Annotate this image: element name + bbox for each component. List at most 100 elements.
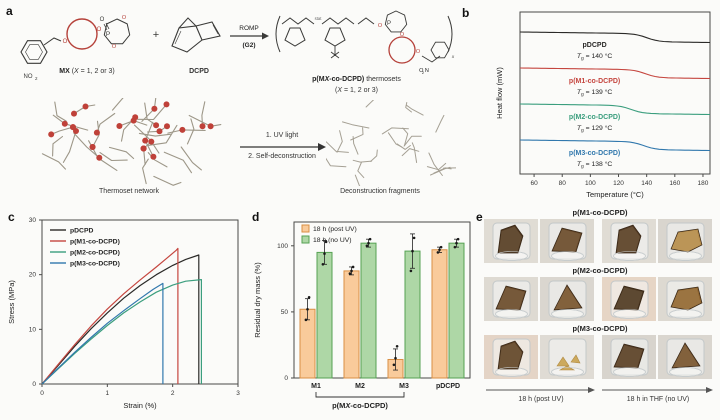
- bar-series-18 h (no UV): [316, 233, 465, 379]
- post-uv-axis-arrow: [486, 387, 595, 393]
- stress-series-p(M2-co-DCPD): [41, 279, 202, 385]
- dsc-plot: 60 80 100 120 140 160 180 Temperature (°C) Heat …: [495, 11, 711, 199]
- x-tick-label: 140: [641, 180, 652, 187]
- svg-text:O: O: [63, 39, 68, 45]
- sample-photo: [540, 277, 594, 321]
- x-tick-label: 100: [585, 180, 596, 187]
- photo-row-label-m2: p(M2-co-DCPD): [572, 266, 628, 275]
- thermoset-network-drawing: [41, 98, 222, 186]
- uv-step2-label: 2. Self-deconstruction: [248, 153, 316, 160]
- stress-series-pDCPD: [41, 254, 200, 385]
- y-axis-label: Stress (MPa): [7, 280, 16, 324]
- sample-photo: [602, 335, 656, 379]
- tg-label: Tg = 129 °C: [577, 124, 613, 134]
- bar: [404, 250, 421, 379]
- x-tick-label: 160: [669, 180, 680, 187]
- sample-photo: [658, 219, 712, 263]
- product-sub-label: (X = 1, 2 or 3): [334, 87, 378, 94]
- x-axis-label: Temperature (°C): [586, 190, 644, 199]
- x-tick-label: 0: [40, 390, 44, 397]
- y-tick-label: 20: [29, 272, 37, 279]
- sample-photo: [658, 277, 712, 321]
- svg-text:O: O: [416, 49, 421, 55]
- sample-photo: [540, 219, 594, 263]
- bar: [343, 270, 360, 379]
- svg-text:O: O: [100, 17, 105, 23]
- svg-text:2: 2: [422, 70, 425, 75]
- plus-sign: +: [153, 29, 159, 41]
- photo-row-label-m1: p(M1-co-DCPD): [572, 208, 628, 217]
- network-caption: Thermoset network: [99, 188, 159, 195]
- panel-e-photos: e p(M1-co-DCPD) p(M2-co-DCPD) p(M3-co-DC…: [476, 206, 720, 418]
- panel-d-label: d: [252, 210, 260, 224]
- bar: [316, 251, 333, 379]
- y-tick-label: 100: [277, 243, 288, 250]
- bar: [448, 242, 465, 379]
- x-tick-label: 120: [613, 180, 624, 187]
- category-label: M3: [399, 383, 409, 390]
- panel-c-stress-chart: c 0 1 2 3 0 10 20 30 Strain (%) Stress (MPa) pDCPD…: [2, 206, 248, 418]
- monomer-label: MX (X = 1, 2 or 3): [59, 68, 115, 75]
- y-axis-label: Residual dry mass (%): [253, 262, 262, 338]
- category-label: M2: [355, 383, 365, 390]
- post-uv-caption: 18 h (post UV): [518, 396, 564, 403]
- sample-photo: [484, 335, 538, 379]
- category-label: pDCPD: [436, 383, 460, 390]
- romp-label: ROMP: [239, 25, 259, 32]
- sample-photo: [602, 219, 656, 263]
- legend-entry: p(M3-co-DCPD): [70, 260, 120, 267]
- panel-b-dsc-chart: b 60 80 100 120 140 160 180 Temperature (°C) Hea…: [456, 2, 718, 204]
- tg-label: Tg = 140 °C: [577, 52, 613, 62]
- fragments-caption: Deconstruction fragments: [340, 188, 420, 195]
- legend-entry: 18 h (post UV): [313, 226, 357, 233]
- x-tick-label: 3: [236, 390, 240, 397]
- svg-text:P: P: [106, 31, 110, 38]
- rich-label: NO: [24, 74, 33, 80]
- category-label: M1: [311, 383, 321, 390]
- x-axis-label: Strain (%): [123, 401, 157, 410]
- svg-text:O: O: [122, 15, 127, 21]
- deconstruction-arrow: [240, 143, 326, 151]
- legend-entry: pDCPD: [70, 227, 94, 234]
- bracket-label: p(MX-co-DCPD): [332, 401, 388, 410]
- sample-photo: [540, 335, 594, 379]
- g2-label: (G2): [243, 42, 256, 49]
- uv-step1-label: 1. UV light: [265, 132, 299, 139]
- o2n-label: O N: [419, 68, 429, 74]
- dcpd-label: DCPD: [189, 68, 209, 75]
- x-tick-label: 1: [106, 390, 110, 397]
- svg-text:stat: stat: [315, 16, 323, 21]
- sample-photo: [484, 219, 538, 263]
- legend-entry: p(M1-co-DCPD): [70, 238, 120, 245]
- svg-text:2: 2: [35, 76, 38, 81]
- y-tick-label: 30: [29, 217, 37, 224]
- svg-text:O: O: [378, 23, 383, 29]
- residual-mass-plot: 0 50 100 Residual dry mass (%) M1 M2 M3 pDCPD p(…: [253, 221, 471, 410]
- panel-d-bar-chart: d 0 50 100 Residual dry mass (%) M1 M2 M3 pDCPD…: [248, 206, 476, 418]
- tg-label: Tg = 138 °C: [577, 160, 613, 170]
- no-uv-caption: 18 h in THF (no UV): [626, 396, 690, 403]
- y-tick-label: 50: [281, 309, 289, 316]
- x-tick-label: 2: [171, 390, 175, 397]
- sample-photo: [484, 277, 538, 321]
- panel-a-label: a: [6, 4, 13, 18]
- panel-c-label: c: [8, 210, 15, 224]
- svg-text:O: O: [400, 32, 405, 38]
- y-tick-label: 0: [284, 375, 288, 382]
- sample-photo: [658, 335, 712, 379]
- x-tick-label: 180: [698, 180, 709, 187]
- y-axis-label: Heat flow (mW): [495, 67, 504, 119]
- bar: [431, 249, 448, 379]
- legend-entry: 18 h (no UV): [313, 237, 352, 244]
- sample-photo: [602, 277, 656, 321]
- panel-e-label: e: [476, 210, 483, 224]
- stress-series-p(M1-co-DCPD): [41, 247, 179, 385]
- photo-row-label-m3: p(M3-co-DCPD): [572, 324, 628, 333]
- x-tick-label: 80: [559, 180, 567, 187]
- legend-entry: p(M2-co-DCPD): [70, 249, 120, 256]
- deconstruction-fragments-drawing: [326, 100, 456, 186]
- dsc-series-p(M2-co-DCPD): p(M2-co-DCPD) Tg = 129 °C: [519, 103, 711, 134]
